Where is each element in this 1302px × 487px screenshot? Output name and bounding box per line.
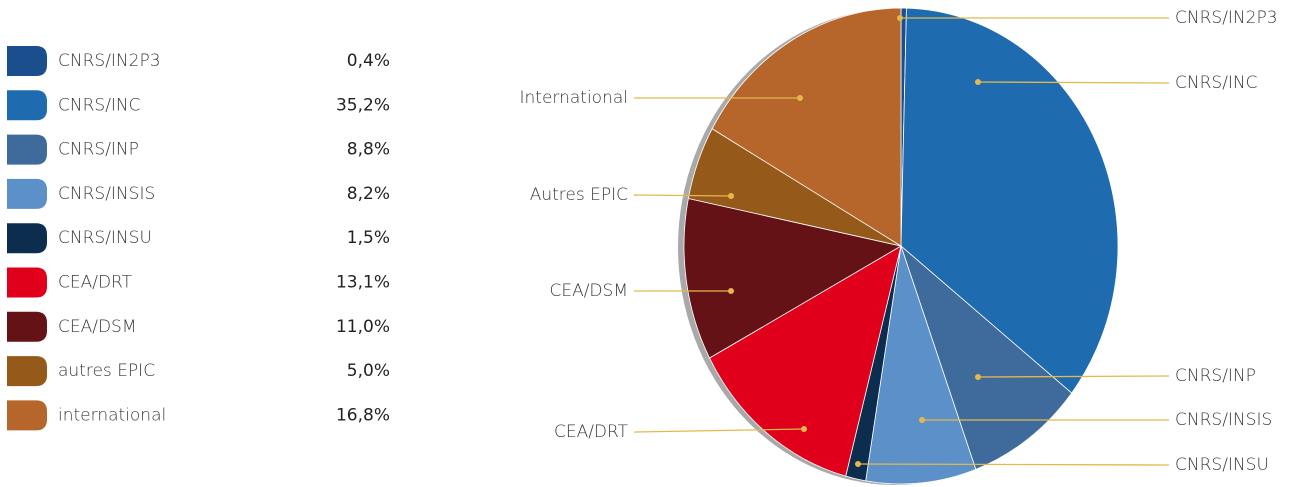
callout-line — [857, 463, 1170, 466]
callout-dot — [801, 426, 807, 432]
legend-swatch — [7, 400, 47, 431]
legend-label: CNRS/INP — [58, 140, 139, 160]
legend-label: CNRS/INC — [58, 95, 141, 115]
pie-slice — [900, 7, 1119, 394]
legend-swatch — [7, 223, 47, 254]
callout-dot — [728, 193, 734, 199]
callout-label: CNRS/IN2P3 — [1175, 8, 1278, 28]
legend-label: autres EPIC — [58, 361, 155, 381]
callout-line — [633, 428, 805, 433]
legend-swatch — [7, 178, 47, 209]
pie-slice — [900, 244, 1073, 470]
callout-dot — [975, 79, 981, 85]
pie-slice — [709, 245, 902, 477]
legend-swatch — [7, 134, 47, 165]
callout-line — [977, 375, 1170, 378]
legend-swatch — [7, 356, 47, 387]
legend-value: 13,1% — [336, 273, 390, 293]
callout-line — [977, 81, 1170, 84]
legend-value: 35,2% — [336, 95, 390, 115]
callout-dot — [797, 95, 803, 101]
legend-label: CNRS/IN2P3 — [58, 51, 161, 71]
legend-value: 0,4% — [347, 51, 390, 71]
callout-label: International — [520, 88, 629, 108]
callout-dot — [897, 15, 903, 21]
legend-value: 1,5% — [347, 228, 390, 248]
callout-label: CNRS/INSU — [1175, 455, 1269, 475]
callout-label: CNRS/INC — [1175, 73, 1258, 93]
callout-dot — [728, 288, 734, 294]
legend-swatch — [7, 311, 47, 342]
callout-dot — [855, 461, 861, 467]
legend-label: CEA/DSM — [58, 317, 137, 337]
legend-swatch — [7, 90, 47, 121]
legend-swatch — [7, 46, 47, 76]
legend-value: 8,2% — [347, 184, 390, 204]
callout-label: Autres EPIC — [530, 185, 628, 205]
pie-slice — [865, 245, 977, 485]
legend-label: CNRS/INSIS — [58, 184, 155, 204]
legend-value: 8,8% — [347, 140, 390, 160]
callout-label: CNRS/INSIS — [1175, 410, 1272, 430]
callout-dot — [975, 374, 981, 380]
callout-line — [633, 194, 732, 197]
legend-value: 5,0% — [347, 361, 390, 381]
callout-label: CNRS/INP — [1175, 366, 1256, 386]
legend-label: CEA/DRT — [58, 273, 133, 293]
legend-swatch — [7, 267, 47, 298]
callout-label: CEA/DRT — [554, 422, 629, 442]
legend-value: 11,0% — [336, 317, 390, 337]
legend-label: international — [58, 405, 166, 425]
legend-label: CNRS/INSU — [58, 228, 152, 248]
callout-label: CEA/DSM — [549, 281, 628, 301]
pie-slice — [683, 197, 903, 359]
callout-dot — [919, 417, 925, 423]
pie-slice — [711, 7, 902, 247]
legend-value: 16,8% — [336, 405, 390, 425]
